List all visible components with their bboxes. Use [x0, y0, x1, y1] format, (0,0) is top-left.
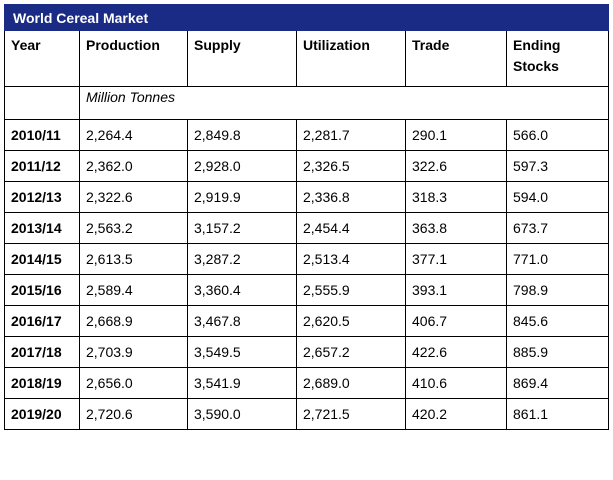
cereal-market-table-container: World Cereal Market Year Production Supp…: [3, 4, 610, 430]
table-row: 2019/20 2,720.6 3,590.0 2,721.5 420.2 861.1: [4, 398, 610, 430]
cell-supply: 3,157.2: [187, 212, 297, 244]
cell-trade: 290.1: [405, 119, 507, 151]
cell-ending-stocks: 885.9: [505, 336, 610, 368]
cell-production: 2,264.4: [79, 119, 188, 151]
cell-year: 2013/14: [4, 212, 80, 244]
cell-supply: 2,928.0: [187, 150, 297, 182]
cell-production: 2,613.5: [79, 243, 188, 275]
cell-trade: 318.3: [405, 181, 507, 213]
header-year: Year: [4, 30, 80, 87]
cell-year: 2019/20: [4, 398, 80, 430]
cell-supply: 3,360.4: [187, 274, 297, 306]
cell-year: 2018/19: [4, 367, 80, 399]
unit-row: Million Tonnes: [4, 86, 610, 120]
cell-ending-stocks: 798.9: [505, 274, 610, 306]
cell-ending-stocks: 771.0: [505, 243, 610, 275]
cell-ending-stocks: 869.4: [505, 367, 610, 399]
table-row: 2012/13 2,322.6 2,919.9 2,336.8 318.3 594.0: [4, 181, 610, 213]
table-row: 2017/18 2,703.9 3,549.5 2,657.2 422.6 885.9: [4, 336, 610, 368]
cell-trade: 422.6: [405, 336, 507, 368]
cell-utilization: 2,281.7: [296, 119, 406, 151]
cell-trade: 363.8: [405, 212, 507, 244]
cell-supply: 2,919.9: [187, 181, 297, 213]
cell-year: 2011/12: [4, 150, 80, 182]
table-row: 2014/15 2,613.5 3,287.2 2,513.4 377.1 771.0: [4, 243, 610, 275]
cell-utilization: 2,513.4: [296, 243, 406, 275]
table-title: World Cereal Market: [3, 4, 610, 31]
cell-trade: 420.2: [405, 398, 507, 430]
cell-supply: 3,590.0: [187, 398, 297, 430]
cell-production: 2,589.4: [79, 274, 188, 306]
cell-trade: 410.6: [405, 367, 507, 399]
cell-utilization: 2,326.5: [296, 150, 406, 182]
table-row: 2011/12 2,362.0 2,928.0 2,326.5 322.6 597.3: [4, 150, 610, 182]
cell-trade: 377.1: [405, 243, 507, 275]
table-row: 2010/11 2,264.4 2,849.8 2,281.7 290.1 566.0: [4, 119, 610, 151]
cell-supply: 3,467.8: [187, 305, 297, 337]
cell-production: 2,656.0: [79, 367, 188, 399]
cell-production: 2,563.2: [79, 212, 188, 244]
cell-ending-stocks: 861.1: [505, 398, 610, 430]
cell-ending-stocks: 566.0: [505, 119, 610, 151]
cell-year: 2017/18: [4, 336, 80, 368]
cell-production: 2,703.9: [79, 336, 188, 368]
table-row: 2013/14 2,563.2 3,157.2 2,454.4 363.8 673.7: [4, 212, 610, 244]
cell-production: 2,720.6: [79, 398, 188, 430]
cell-trade: 393.1: [405, 274, 507, 306]
cell-trade: 322.6: [405, 150, 507, 182]
cell-year: 2012/13: [4, 181, 80, 213]
cell-year: 2016/17: [4, 305, 80, 337]
table-row: 2018/19 2,656.0 3,541.9 2,689.0 410.6 869.4: [4, 367, 610, 399]
cell-year: 2014/15: [4, 243, 80, 275]
cell-trade: 406.7: [405, 305, 507, 337]
header-production: Production: [79, 30, 188, 87]
cereal-market-table: World Cereal Market Year Production Supp…: [3, 4, 610, 430]
cell-year: 2010/11: [4, 119, 80, 151]
cell-utilization: 2,689.0: [296, 367, 406, 399]
cell-production: 2,668.9: [79, 305, 188, 337]
unit-note: Million Tonnes: [78, 86, 610, 120]
cell-supply: 3,549.5: [187, 336, 297, 368]
header-row: Year Production Supply Utilization Trade…: [4, 30, 610, 87]
header-utilization: Utilization: [296, 30, 406, 87]
cell-year: 2015/16: [4, 274, 80, 306]
cell-supply: 3,287.2: [187, 243, 297, 275]
cell-utilization: 2,454.4: [296, 212, 406, 244]
title-row: World Cereal Market: [3, 4, 610, 31]
cell-ending-stocks: 673.7: [505, 212, 610, 244]
cell-utilization: 2,721.5: [296, 398, 406, 430]
table-row: 2016/17 2,668.9 3,467.8 2,620.5 406.7 845.6: [4, 305, 610, 337]
cell-supply: 2,849.8: [187, 119, 297, 151]
cell-ending-stocks: 594.0: [505, 181, 610, 213]
cell-utilization: 2,555.9: [296, 274, 406, 306]
cell-utilization: 2,657.2: [296, 336, 406, 368]
header-supply: Supply: [187, 30, 297, 87]
unit-row-empty-cell: [4, 86, 80, 120]
header-ending-stocks: Ending Stocks: [505, 30, 610, 87]
cell-utilization: 2,620.5: [296, 305, 406, 337]
cell-ending-stocks: 597.3: [505, 150, 610, 182]
cell-supply: 3,541.9: [187, 367, 297, 399]
cell-production: 2,362.0: [79, 150, 188, 182]
table-row: 2015/16 2,589.4 3,360.4 2,555.9 393.1 798.9: [4, 274, 610, 306]
cell-utilization: 2,336.8: [296, 181, 406, 213]
header-trade: Trade: [405, 30, 507, 87]
cell-production: 2,322.6: [79, 181, 188, 213]
cell-ending-stocks: 845.6: [505, 305, 610, 337]
